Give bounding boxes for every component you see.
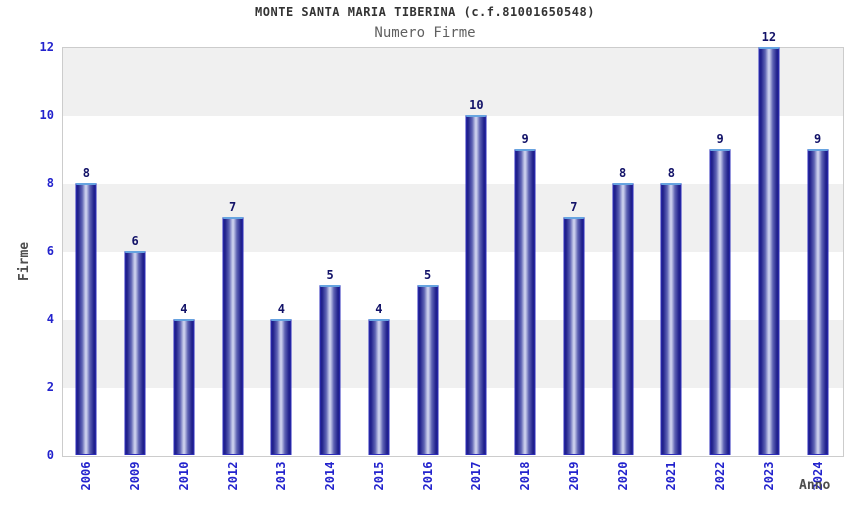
bar-slot-2012: 7: [208, 47, 257, 455]
x-tick-2023: 2023: [761, 461, 776, 491]
x-tick-2015: 2015: [371, 461, 386, 491]
bars-layer: 8 6 4 7 4 5 4 5 10 9 7 8 8 9 12 9: [62, 30, 842, 455]
bar-2006: [75, 183, 97, 455]
bar-2021: [660, 183, 682, 455]
bar-slot-2016: 5: [403, 47, 452, 455]
bar-value-2022: 9: [716, 132, 724, 146]
bar-2010: [173, 319, 195, 455]
bar-slot-2010: 4: [160, 47, 209, 455]
bar-value-2024: 9: [814, 132, 822, 146]
x-tick-2012: 2012: [225, 461, 240, 491]
bar-value-2020: 8: [619, 166, 627, 180]
bar-2023: [758, 47, 780, 455]
bar-value-2010: 4: [180, 302, 188, 316]
x-tick-2021: 2021: [664, 461, 679, 491]
bar-value-2012: 7: [229, 200, 237, 214]
bar-2020: [612, 183, 634, 455]
y-tick-12: 12: [39, 40, 54, 54]
bar-value-2021: 8: [667, 166, 675, 180]
bar-slot-2013: 4: [257, 47, 306, 455]
chart-title: MONTE SANTA MARIA TIBERINA (c.f.81001650…: [255, 5, 595, 19]
y-tick-2: 2: [46, 380, 54, 394]
bar-value-2018: 9: [521, 132, 529, 146]
chart-subtitle: Numero Firme: [374, 25, 476, 41]
bar-slot-2023: 12: [745, 30, 794, 455]
bar-value-2017: 10: [469, 98, 484, 112]
y-tick-6: 6: [46, 244, 54, 258]
x-tick-2017: 2017: [469, 461, 484, 491]
x-tick-2022: 2022: [713, 461, 728, 491]
bar-2022: [709, 149, 731, 455]
plot-band: [63, 48, 843, 116]
y-tick-4: 4: [46, 312, 54, 326]
bar-slot-2015: 4: [355, 47, 404, 455]
bar-slot-2019: 7: [550, 47, 599, 455]
bar-slot-2014: 5: [306, 47, 355, 455]
bar-slot-2022: 9: [696, 47, 745, 455]
x-tick-2016: 2016: [420, 461, 435, 491]
x-axis-title: Anno: [799, 478, 831, 493]
x-tick-2006: 2006: [79, 461, 94, 491]
y-tick-8: 8: [46, 176, 54, 190]
bar-slot-2021: 8: [647, 47, 696, 455]
bar-value-2006: 8: [82, 166, 90, 180]
bar-2017: [465, 115, 487, 455]
bar-2012: [222, 217, 244, 455]
x-tick-2009: 2009: [128, 461, 143, 491]
bar-value-2014: 5: [326, 268, 334, 282]
bar-slot-2017: 10: [452, 47, 501, 455]
bar-slot-2018: 9: [501, 47, 550, 455]
x-tick-2018: 2018: [518, 461, 533, 491]
x-tick-2013: 2013: [274, 461, 289, 491]
bar-2016: [417, 285, 439, 455]
bar-value-2013: 4: [277, 302, 285, 316]
x-tick-2024: 2024: [810, 461, 825, 491]
x-tick-2020: 2020: [615, 461, 630, 491]
bar-slot-2020: 8: [598, 47, 647, 455]
bar-2024: [807, 149, 829, 455]
bar-value-2015: 4: [375, 302, 383, 316]
bar-2018: [514, 149, 536, 455]
x-tick-2019: 2019: [566, 461, 581, 491]
bar-value-2009: 6: [131, 234, 139, 248]
bar-value-2016: 5: [424, 268, 432, 282]
bar-slot-2009: 6: [111, 47, 160, 455]
y-tick-0: 0: [46, 448, 54, 462]
x-tick-2014: 2014: [323, 461, 338, 491]
bar-2014: [319, 285, 341, 455]
x-tick-2010: 2010: [176, 461, 191, 491]
bar-slot-2006: 8: [62, 47, 111, 455]
bar-slot-2024: 9: [793, 47, 842, 455]
bar-2009: [124, 251, 146, 455]
bar-2015: [368, 319, 390, 455]
bar-value-2019: 7: [570, 200, 578, 214]
bar-2013: [270, 319, 292, 455]
y-axis-ticks: 0 2 4 6 8 10 12: [0, 40, 54, 462]
bar-2019: [563, 217, 585, 455]
bar-value-2023: 12: [761, 30, 777, 44]
y-tick-10: 10: [39, 108, 54, 122]
